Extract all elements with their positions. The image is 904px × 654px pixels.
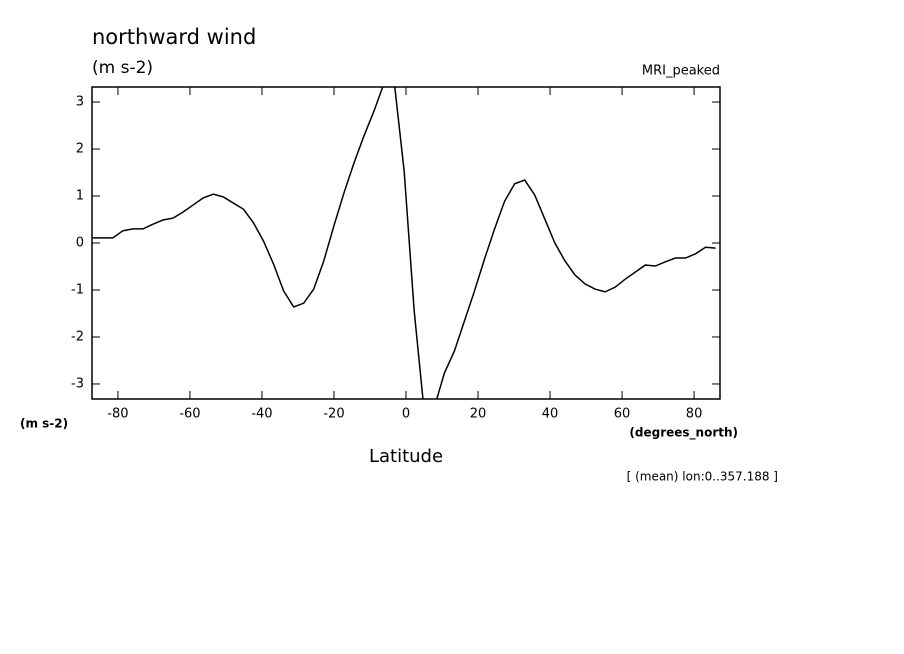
y-tick-label: -1 — [71, 282, 84, 297]
x-tick-label: -40 — [251, 407, 272, 422]
footnote: [ (mean) lon:0..357.188 ] — [627, 470, 778, 484]
chart-title: northward wind — [92, 25, 256, 49]
y-tick-label: 0 — [76, 236, 84, 251]
x-tick-label: 20 — [470, 407, 487, 422]
x-tick-label: -80 — [107, 407, 128, 422]
y-tick-label: 3 — [76, 95, 84, 110]
chart-subtitle: (m s-2) — [92, 58, 153, 78]
y-tick-label: 2 — [76, 142, 84, 157]
data-line — [92, 87, 716, 399]
y-tick-label: -2 — [71, 329, 84, 344]
x-tick-label: -20 — [323, 407, 344, 422]
plot-frame — [91, 86, 721, 400]
y-axis-label: (m s-2) — [20, 417, 68, 431]
x-axis-units: (degrees_north) — [629, 426, 738, 441]
x-tick-label: 40 — [542, 407, 559, 422]
x-tick-label: 60 — [614, 407, 631, 422]
y-tick-label: 1 — [76, 189, 84, 204]
y-tick-label: -3 — [71, 376, 84, 391]
x-tick-label: 0 — [402, 407, 410, 422]
x-tick-label: 80 — [686, 407, 703, 422]
x-tick-label: -60 — [179, 407, 200, 422]
x-axis-label: Latitude — [369, 446, 443, 467]
dataset-label: MRI_peaked — [642, 64, 720, 79]
plot-area — [92, 87, 716, 399]
